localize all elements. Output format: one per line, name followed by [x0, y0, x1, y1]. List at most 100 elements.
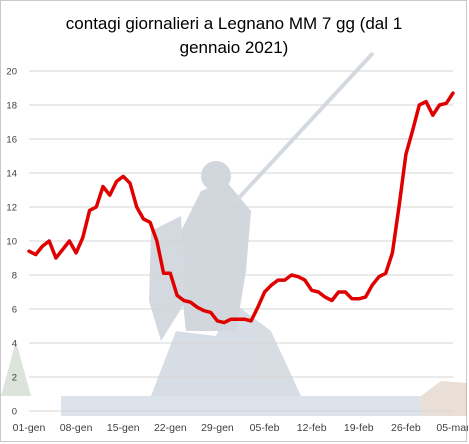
series-line — [27, 91, 455, 325]
statue-sword — [234, 51, 375, 203]
data-point — [438, 104, 441, 106]
building-right — [421, 381, 467, 416]
x-tick-label: 12-feb — [297, 422, 327, 434]
data-point — [317, 291, 320, 293]
data-point — [216, 320, 219, 322]
data-point — [108, 194, 111, 196]
data-point — [391, 252, 394, 254]
data-point — [230, 318, 232, 321]
data-point — [418, 104, 421, 106]
data-point — [88, 209, 91, 212]
data-point — [283, 279, 286, 281]
data-point — [115, 180, 118, 183]
data-point — [405, 153, 407, 156]
y-axis-ticks: 0 2 4 6 8 10 12 14 16 18 20 — [6, 67, 17, 418]
data-point — [445, 102, 448, 105]
data-point — [236, 318, 239, 321]
y-tick-label: 2 — [12, 373, 17, 384]
data-point — [156, 240, 158, 242]
x-tick-label: 29-gen — [201, 422, 234, 434]
data-point — [169, 272, 172, 275]
y-tick-label: 12 — [6, 203, 17, 214]
data-point — [351, 298, 353, 300]
chart-title-line: contagi giornalieri a Legnano MM 7 gg (d… — [66, 14, 402, 33]
y-tick-label: 16 — [6, 135, 17, 146]
x-tick-label: 05-mar — [436, 422, 468, 434]
data-point — [432, 114, 434, 116]
chart-title-line: gennaio 2021) — [180, 38, 289, 57]
data-point — [61, 248, 64, 251]
x-tick-label: 19-feb — [344, 422, 374, 434]
data-point — [398, 204, 400, 207]
data-point — [277, 279, 279, 281]
pedestal-base — [61, 396, 421, 416]
data-point — [48, 240, 50, 242]
data-point — [82, 236, 84, 239]
data-point — [135, 206, 138, 208]
data-point — [384, 272, 387, 275]
data-point — [425, 100, 427, 103]
data-point — [75, 252, 77, 254]
data-point — [68, 240, 71, 242]
data-point — [142, 218, 145, 220]
data-point — [182, 299, 185, 302]
x-tick-label: 26-feb — [391, 422, 421, 434]
data-point — [28, 250, 30, 252]
data-point — [411, 129, 414, 132]
data-point — [122, 175, 125, 178]
x-tick-label: 15-gen — [107, 422, 140, 434]
tree-left — [1, 341, 31, 396]
data-point — [337, 291, 340, 293]
grid-lines — [29, 70, 453, 412]
y-tick-label: 10 — [6, 237, 17, 248]
statue-body — [176, 181, 251, 331]
data-point — [203, 309, 205, 312]
statue-background-illustration — [1, 51, 467, 416]
data-point — [290, 274, 293, 276]
data-point — [102, 185, 104, 188]
data-point — [95, 206, 98, 208]
data-point — [209, 311, 212, 314]
data-point — [196, 306, 199, 309]
data-point — [250, 320, 252, 322]
data-point — [331, 299, 333, 302]
data-point — [452, 92, 454, 94]
x-tick-label: 01-gen — [13, 422, 46, 434]
data-point — [344, 291, 347, 293]
series-layer — [27, 91, 455, 325]
y-tick-label: 6 — [12, 305, 17, 316]
data-point — [364, 296, 367, 298]
data-point — [257, 306, 259, 309]
y-tick-label: 20 — [6, 67, 17, 78]
data-point — [41, 245, 44, 247]
x-tick-label: 08-gen — [60, 422, 93, 434]
data-point — [243, 318, 246, 321]
data-point — [223, 321, 225, 324]
x-tick-label: 05-feb — [250, 422, 280, 434]
data-point — [378, 275, 380, 278]
data-point — [270, 284, 273, 287]
y-tick-label: 8 — [12, 271, 17, 282]
data-point — [149, 221, 151, 224]
statue-head — [201, 161, 231, 191]
data-point — [304, 279, 306, 281]
y-tick-label: 14 — [6, 169, 17, 180]
data-point — [310, 289, 313, 292]
y-tick-label: 18 — [6, 101, 17, 112]
data-point — [162, 272, 165, 275]
y-tick-label: 4 — [12, 339, 17, 350]
data-point — [263, 291, 266, 293]
x-tick-label: 22-gen — [154, 422, 187, 434]
data-point — [189, 301, 192, 304]
data-point — [324, 296, 326, 298]
data-point — [55, 257, 57, 259]
data-point — [297, 275, 300, 278]
chart-title: contagi giornalieri a Legnano MM 7 gg (d… — [66, 14, 402, 57]
x-axis-ticks: 01-gen 08-gen 15-gen 22-gen 29-gen 05-feb 12-f… — [13, 422, 468, 434]
y-tick-label: 0 — [12, 407, 17, 418]
data-point — [176, 294, 178, 297]
data-point — [34, 253, 37, 256]
statue-rock — [151, 301, 301, 396]
